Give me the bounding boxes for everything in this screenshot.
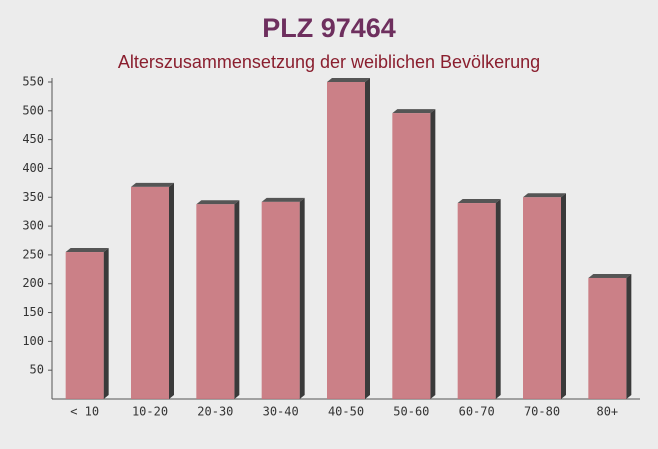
bar-side (430, 109, 436, 400)
bar-side (299, 197, 305, 399)
y-tick-label: 550 (22, 75, 44, 89)
bar-side (169, 182, 174, 399)
x-tick-label: 20-30 (197, 405, 233, 419)
bar (392, 113, 431, 400)
y-tick-label: 100 (22, 334, 44, 348)
chart-subtitle: Alterszusammensetzung der weiblichen Bev… (118, 52, 540, 72)
bar-side (103, 248, 109, 399)
x-tick-label: 70-80 (524, 405, 560, 419)
x-tick-label: 80+ (596, 405, 618, 419)
bar (523, 197, 561, 399)
bar-top (196, 200, 240, 205)
x-tick-label: < 10 (70, 405, 99, 419)
x-tick-label: 40-50 (328, 405, 364, 419)
y-tick-label: 400 (22, 161, 44, 175)
y-tick-label: 350 (22, 190, 44, 204)
x-tick-label: 10-20 (132, 405, 168, 419)
bar (65, 252, 104, 399)
bar-top (65, 248, 109, 253)
bar-side (561, 193, 566, 399)
bar (131, 186, 169, 399)
bar-top (392, 109, 436, 114)
y-tick-label: 50 (30, 363, 44, 377)
bar-side (365, 78, 370, 399)
bar-top (327, 78, 370, 82)
bar-top (523, 193, 566, 198)
y-tick-label: 200 (22, 276, 44, 290)
bar-top (588, 273, 632, 278)
y-tick-label: 450 (22, 132, 44, 146)
bar-side (495, 199, 501, 399)
bar (261, 201, 300, 399)
y-tick-label: 150 (22, 305, 44, 319)
bar (457, 203, 496, 399)
bar-side (626, 273, 632, 399)
x-tick-label: 50-60 (393, 405, 429, 419)
chart-title: PLZ 97464 (262, 13, 396, 43)
x-tick-label: 60-70 (459, 405, 495, 419)
bar-side (234, 200, 240, 399)
y-tick-label: 250 (22, 247, 44, 261)
bar (588, 277, 627, 399)
bar-top (261, 197, 305, 202)
bar-top (131, 182, 174, 187)
bar (196, 204, 235, 399)
bar-top (457, 199, 501, 204)
x-tick-label: 30-40 (263, 405, 299, 419)
y-tick-label: 300 (22, 219, 44, 233)
y-tick-label: 500 (22, 103, 44, 117)
bar (327, 82, 365, 399)
